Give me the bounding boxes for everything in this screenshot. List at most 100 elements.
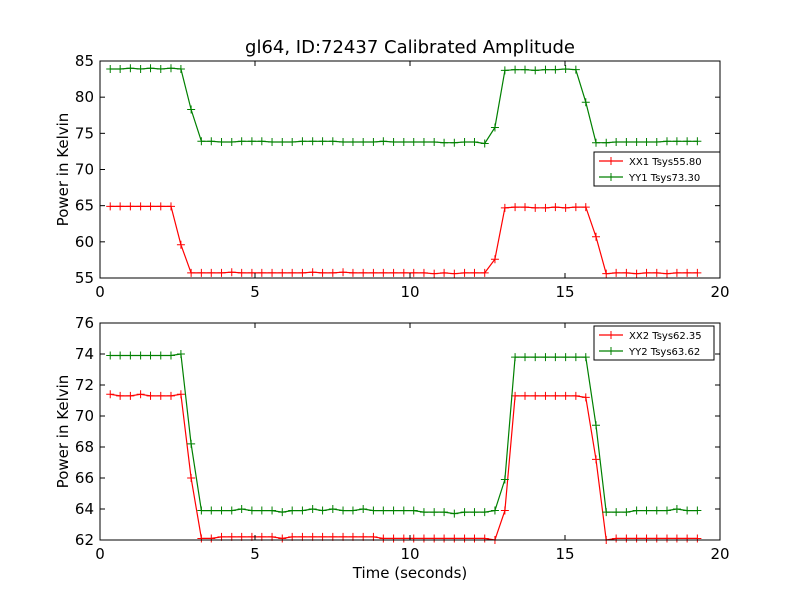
x-axis-title: Time (seconds) xyxy=(352,564,468,582)
data-point xyxy=(268,506,277,515)
data-point xyxy=(430,534,439,543)
x-tick-label: 10 xyxy=(400,283,419,301)
data-point xyxy=(541,353,550,362)
data-point xyxy=(531,391,540,400)
y-tick-label: 70 xyxy=(75,161,94,179)
data-point xyxy=(521,391,530,400)
data-point xyxy=(237,268,246,277)
data-point xyxy=(419,508,428,517)
data-point xyxy=(531,66,540,75)
data-point xyxy=(632,506,641,515)
data-point xyxy=(257,268,266,277)
data-point xyxy=(561,64,570,73)
x-tick-label: 20 xyxy=(710,283,729,301)
data-point xyxy=(328,505,337,513)
data-point xyxy=(500,203,509,212)
data-point xyxy=(480,534,489,543)
data-point xyxy=(622,268,631,277)
data-point xyxy=(683,137,692,146)
data-point xyxy=(146,391,155,400)
data-point xyxy=(419,534,428,543)
data-point xyxy=(298,506,307,515)
data-point xyxy=(176,240,185,249)
data-point xyxy=(116,202,125,211)
data-point xyxy=(672,534,681,543)
data-point xyxy=(693,506,702,515)
data-point xyxy=(359,505,368,513)
data-point xyxy=(126,391,135,400)
data-point xyxy=(440,138,449,147)
data-point xyxy=(197,268,206,277)
legend-box xyxy=(593,151,721,187)
data-point xyxy=(551,203,560,212)
data-point xyxy=(551,65,560,74)
legend-label: YY1 Tsys73.30 xyxy=(628,173,700,184)
data-point xyxy=(197,534,206,543)
data-point xyxy=(551,353,560,362)
data-point xyxy=(308,137,317,146)
y-tick-label: 68 xyxy=(75,438,94,456)
data-point xyxy=(672,137,681,146)
data-point xyxy=(348,138,357,147)
x-tick-label: 15 xyxy=(555,283,574,301)
data-point xyxy=(511,65,520,74)
data-point xyxy=(490,506,499,515)
data-point xyxy=(450,269,459,278)
data-point xyxy=(176,64,185,73)
data-point xyxy=(450,138,459,147)
legend-marker xyxy=(607,347,615,355)
data-point xyxy=(693,137,702,146)
data-point xyxy=(227,138,236,147)
x-tick-label: 5 xyxy=(250,283,260,301)
data-point xyxy=(187,439,196,448)
data-point xyxy=(480,508,489,517)
data-point xyxy=(592,138,600,147)
data-point xyxy=(612,268,621,277)
data-point xyxy=(662,534,671,543)
data-point xyxy=(409,268,418,277)
data-point xyxy=(460,138,469,147)
legend-marker xyxy=(607,331,615,339)
y-tick-label: 55 xyxy=(75,269,94,287)
data-point xyxy=(359,268,368,277)
y-tick-label: 74 xyxy=(75,345,94,363)
subplot-top: 0 5 10 15 20 55 60 65 70 75 80 85 Power in Kelvin XX1… xyxy=(54,52,730,301)
data-point xyxy=(318,137,327,146)
data-point xyxy=(146,351,155,360)
figure-title: gl64, ID:72437 Calibrated Amplitude xyxy=(245,37,575,58)
data-point xyxy=(470,138,479,147)
data-point xyxy=(369,506,378,515)
data-point xyxy=(419,268,428,277)
data-point xyxy=(612,534,621,543)
data-point xyxy=(217,268,226,277)
data-point xyxy=(187,268,196,277)
x-tick-label: 20 xyxy=(710,545,729,563)
data-point xyxy=(652,534,661,543)
data-point xyxy=(602,138,611,147)
data-point xyxy=(136,390,145,399)
data-point xyxy=(632,534,641,543)
data-point xyxy=(399,138,408,147)
data-point xyxy=(450,534,459,543)
data-point xyxy=(227,268,236,277)
data-point xyxy=(622,508,631,517)
data-point xyxy=(652,138,661,147)
data-point xyxy=(672,505,681,513)
data-point xyxy=(541,203,550,212)
data-point xyxy=(328,268,337,277)
legend-label: XX1 Tsys55.80 xyxy=(629,157,702,168)
data-point xyxy=(257,506,266,515)
data-point xyxy=(592,455,600,464)
data-point xyxy=(480,268,489,277)
data-point xyxy=(348,506,357,515)
data-point xyxy=(166,351,175,360)
legend-label: XX2 Tsys62.35 xyxy=(629,331,702,342)
data-point xyxy=(480,139,489,148)
data-point xyxy=(642,506,651,515)
data-point xyxy=(430,269,439,278)
data-point xyxy=(521,203,530,212)
data-point xyxy=(207,137,216,146)
data-point xyxy=(531,203,540,212)
x-tick-label: 5 xyxy=(250,545,260,563)
data-point xyxy=(521,353,530,362)
